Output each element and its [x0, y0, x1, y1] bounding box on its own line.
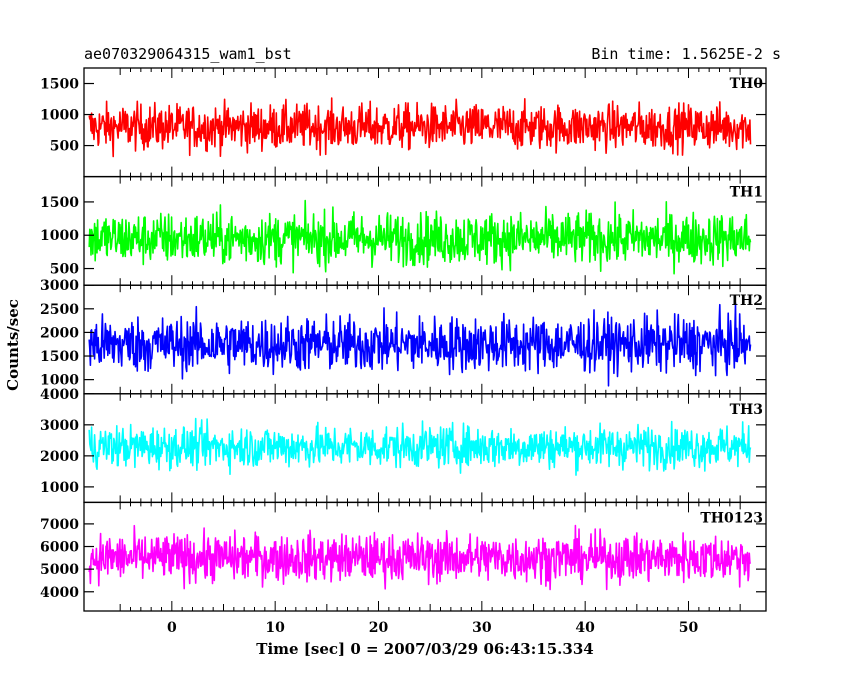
panel-name-th1: TH1 [730, 185, 763, 201]
y-tick-label: 2000 [40, 325, 79, 341]
y-tick-label: 1500 [40, 195, 79, 211]
y-tick-label: 4000 [40, 387, 79, 403]
x-tick-label: 50 [679, 620, 699, 636]
y-tick-label: 5000 [40, 562, 79, 578]
x-tick-label: 10 [265, 620, 285, 636]
y-tick-label: 1500 [40, 77, 79, 93]
y-tick-label: 1000 [40, 108, 79, 124]
panel-name-th2: TH2 [730, 293, 763, 309]
series-th1-line [88, 199, 752, 275]
x-tick-label: 30 [472, 620, 492, 636]
panel-name-th0123: TH0123 [700, 510, 763, 526]
y-tick-label: 7000 [40, 517, 79, 533]
y-tick-label: 500 [50, 262, 79, 278]
x-tick-label: 20 [369, 620, 389, 636]
y-tick-label: 1000 [40, 228, 79, 244]
y-tick-label: 1000 [40, 373, 79, 389]
y-tick-label: 3000 [40, 418, 79, 434]
y-tick-label: 2000 [40, 449, 79, 465]
y-tick-label: 500 [50, 139, 79, 155]
panel-frame-th0123 [83, 501, 767, 612]
x-tick-label: 0 [167, 620, 177, 636]
panel-name-th3: TH3 [730, 402, 763, 418]
y-tick-label: 2500 [40, 302, 79, 318]
y-tick-label: 3000 [40, 278, 79, 294]
chart-subtitle: Bin time: 1.5625E-2 s [591, 45, 781, 63]
x-tick-label: 40 [575, 620, 595, 636]
y-axis-label: Counts/sec [4, 299, 22, 391]
y-tick-label: 1000 [40, 480, 79, 496]
series-th2-line [88, 302, 752, 387]
panel-name-th0: TH0 [730, 76, 764, 92]
series-th0123-line [88, 524, 752, 591]
series-th0-line [88, 97, 752, 158]
y-tick-label: 4000 [40, 585, 79, 601]
y-tick-label: 1500 [40, 349, 79, 365]
chart-title: ae070329064315_wam1_bst [84, 45, 292, 63]
y-tick-label: 6000 [40, 540, 79, 556]
x-axis-label: Time [sec] 0 = 2007/03/29 06:43:15.334 [256, 640, 593, 658]
series-th3-line [88, 417, 752, 476]
